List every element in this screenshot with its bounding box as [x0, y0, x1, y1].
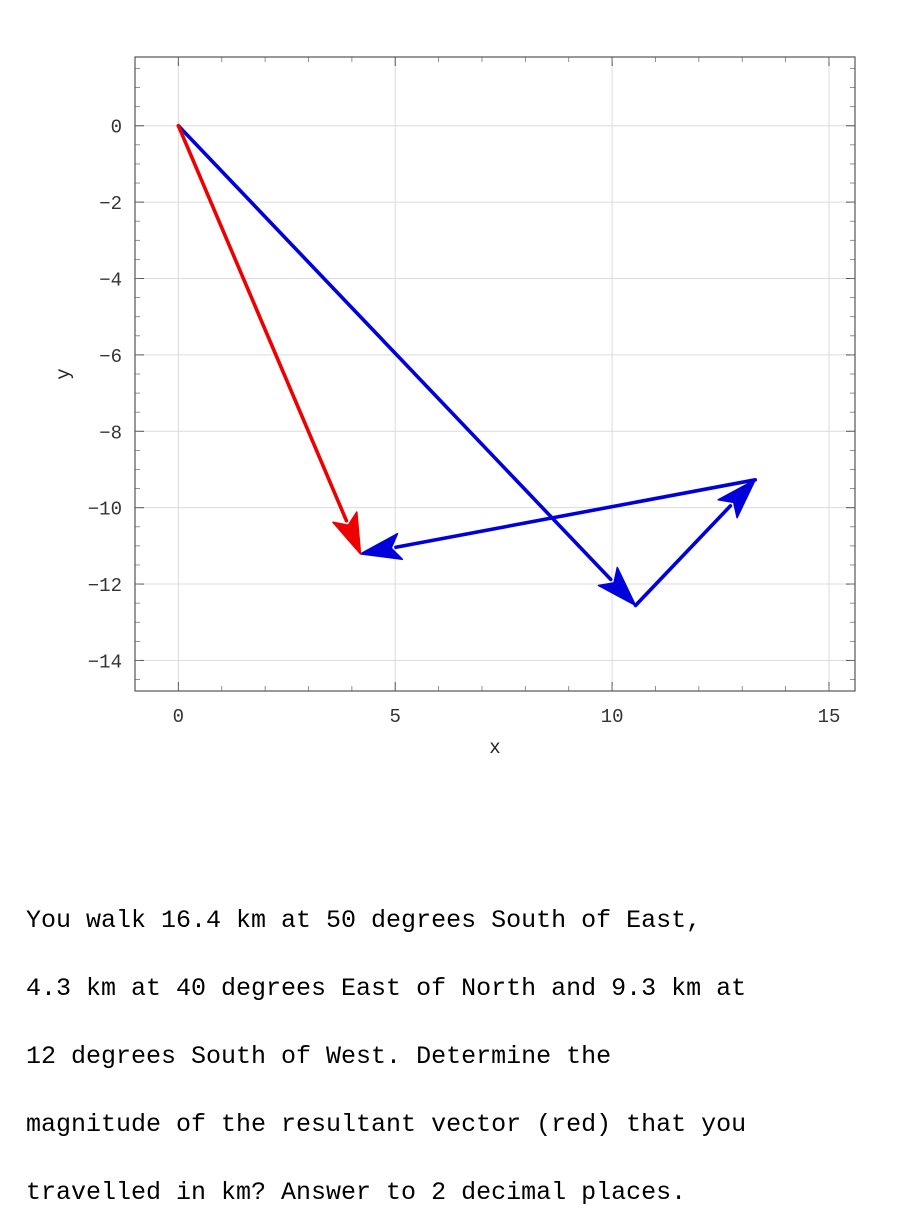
- y-tick-labels: 0 −2 −4 −6 −8 −10 −12 −14: [88, 117, 122, 674]
- y-tick-label: 0: [111, 117, 122, 139]
- y-tick-label: −2: [99, 193, 122, 215]
- x-tick-labels: 0 5 10 15: [173, 706, 841, 728]
- plot-background: [135, 57, 855, 691]
- question-line: travelled in km? Answer to 2 decimal pla…: [26, 1178, 687, 1207]
- component-vector-arrowhead: [717, 479, 756, 519]
- plot-frame: [134, 56, 856, 692]
- resultant-vector-3: [176, 123, 362, 555]
- component-vector-2: [359, 477, 758, 561]
- vector-chart: 0 5 10 15 0 −2 −4 −6 −8 −10 −12 −14 x y: [53, 56, 856, 759]
- x-tick-label: 5: [390, 706, 401, 728]
- question-line: magnitude of the resultant vector (red) …: [26, 1110, 747, 1139]
- x-tick-label: 15: [818, 706, 841, 728]
- component-vector-arrowhead: [597, 566, 637, 607]
- component-vector-shaft: [394, 477, 758, 550]
- component-vector-shaft: [633, 504, 733, 608]
- y-tick-label: −14: [88, 651, 122, 673]
- resultant-vector-shaft: [176, 123, 349, 523]
- question-text: You walk 16.4 km at 50 degrees South of …: [26, 870, 886, 1210]
- question-line: 4.3 km at 40 degrees East of North and 9…: [26, 974, 747, 1003]
- y-tick-label: −4: [99, 270, 122, 292]
- question-line: 12 degrees South of West. Determine the: [26, 1042, 612, 1071]
- chart-svg: 0 5 10 15 0 −2 −4 −6 −8 −10 −12 −14 x y: [53, 56, 856, 759]
- resultant-vector-arrowhead: [332, 511, 362, 555]
- vectors: [176, 123, 758, 608]
- minor-ticks: [134, 57, 855, 691]
- y-tick-label: −12: [88, 575, 122, 597]
- question-line: You walk 16.4 km at 50 degrees South of …: [26, 906, 702, 935]
- component-vector-1: [633, 479, 756, 608]
- y-tick-label: −6: [99, 346, 122, 368]
- x-tick-label: 10: [601, 706, 624, 728]
- x-axis-label: x: [489, 737, 500, 759]
- x-tick-label: 0: [173, 706, 184, 728]
- component-vector-0: [176, 123, 637, 607]
- y-axis-label: y: [53, 368, 75, 379]
- y-tick-label: −10: [88, 499, 122, 521]
- y-tick-label: −8: [99, 422, 122, 444]
- component-vector-arrowhead: [359, 532, 404, 561]
- component-vector-shaft: [176, 123, 613, 582]
